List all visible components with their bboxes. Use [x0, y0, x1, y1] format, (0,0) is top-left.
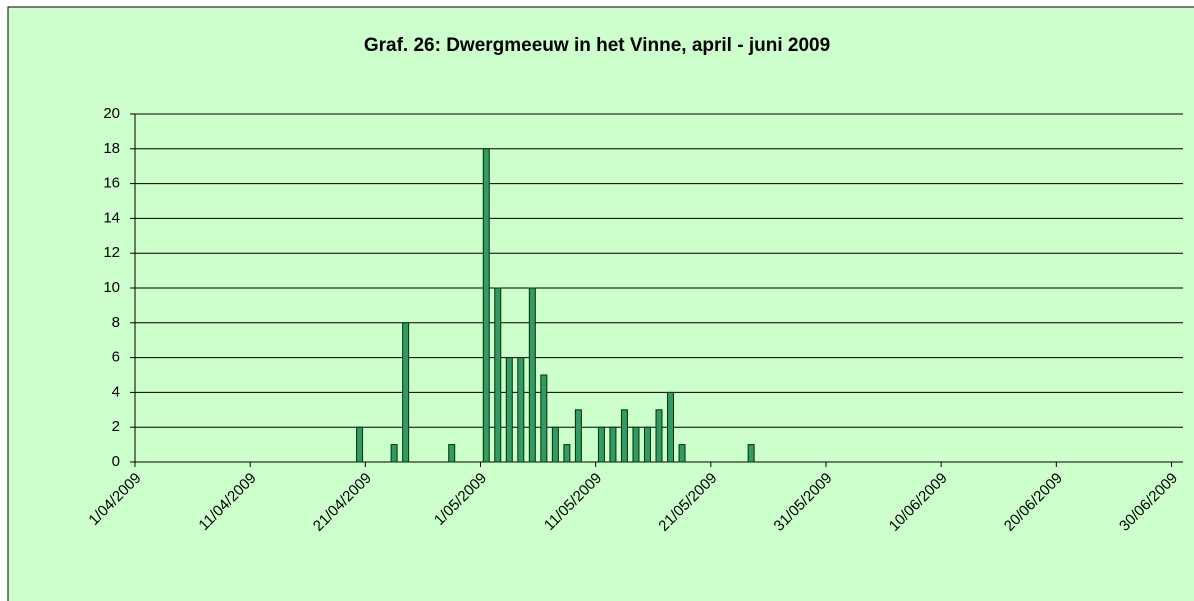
- bar: [597, 426, 605, 463]
- y-tick-label: 20: [103, 105, 120, 122]
- bar: [574, 409, 582, 463]
- chart-background: [7, 6, 1194, 601]
- y-tick-label: 4: [112, 383, 120, 400]
- bar: [678, 444, 686, 463]
- y-tick-label: 10: [103, 279, 120, 296]
- bar: [528, 287, 536, 463]
- y-tick-label: 16: [103, 175, 120, 192]
- bar: [517, 357, 525, 463]
- y-tick-label: 8: [112, 314, 120, 331]
- bar: [609, 426, 617, 463]
- y-tick-label: 12: [103, 244, 120, 261]
- chart-title: Graf. 26: Dwergmeeuw in het Vinne, april…: [364, 35, 830, 56]
- bar: [620, 409, 628, 463]
- bar: [747, 444, 755, 463]
- bar: [356, 426, 364, 463]
- y-tick-label: 6: [112, 349, 120, 366]
- bar: [448, 444, 456, 463]
- y-tick-label: 14: [103, 209, 120, 226]
- y-tick-label: 2: [112, 418, 120, 435]
- bar: [482, 148, 490, 463]
- bar: [551, 426, 559, 463]
- bar: [390, 444, 398, 463]
- y-tick-label: 18: [103, 140, 120, 157]
- bar: [563, 444, 571, 463]
- bar: [655, 409, 663, 463]
- bar: [494, 287, 502, 463]
- bar: [632, 426, 640, 463]
- bar: [402, 322, 410, 463]
- bar: [540, 374, 548, 463]
- bar: [643, 426, 651, 463]
- bar: [505, 357, 513, 463]
- bar: [667, 391, 675, 463]
- y-tick-label: 0: [112, 453, 120, 470]
